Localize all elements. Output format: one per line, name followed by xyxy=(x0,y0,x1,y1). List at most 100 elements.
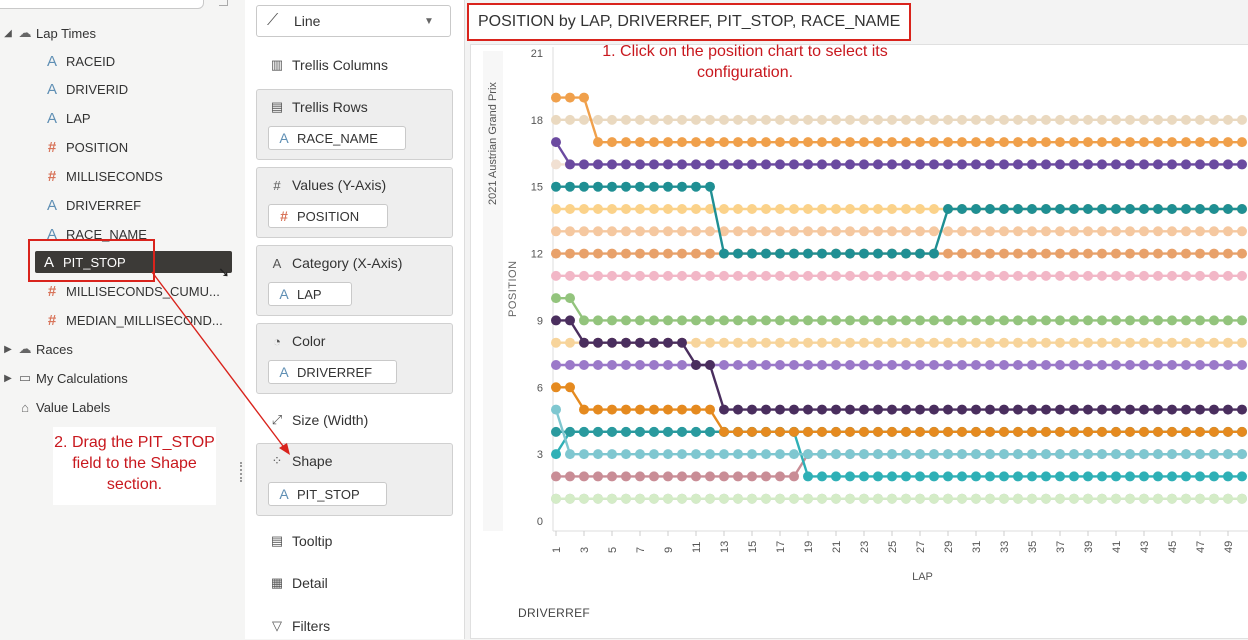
lap-pill[interactable]: A LAP xyxy=(268,282,352,306)
tree-node-my-calculations[interactable]: ▶ ▭ My Calculations xyxy=(2,367,128,389)
data-point xyxy=(1027,315,1037,326)
data-point xyxy=(1139,137,1149,148)
tooltip-section[interactable]: ▤ Tooltip xyxy=(268,530,333,552)
detail-section[interactable]: ▦ Detail xyxy=(268,572,328,594)
data-point xyxy=(691,493,701,504)
data-point xyxy=(747,137,757,148)
data-point xyxy=(1069,337,1079,348)
data-point xyxy=(719,426,729,437)
panel-resize-grip[interactable] xyxy=(240,462,246,482)
data-point xyxy=(1083,114,1093,125)
data-point xyxy=(999,449,1009,460)
data-point xyxy=(943,493,953,504)
panel-corner-handle[interactable] xyxy=(219,0,228,6)
data-point xyxy=(1237,404,1247,415)
race-name-pill[interactable]: A RACE_NAME xyxy=(268,126,406,150)
data-point xyxy=(957,337,967,348)
category-x-axis-section[interactable]: A Category (X-Axis) A LAP xyxy=(256,245,453,316)
data-point xyxy=(845,315,855,326)
data-point xyxy=(775,137,785,148)
field-raceid[interactable]: A RACEID xyxy=(44,50,115,72)
data-point xyxy=(845,493,855,504)
trellis-columns-section[interactable]: ▥ Trellis Columns xyxy=(268,54,388,76)
data-point xyxy=(1125,426,1135,437)
data-point xyxy=(831,404,841,415)
data-point xyxy=(1223,204,1233,214)
data-point xyxy=(901,270,911,281)
position-line-chart[interactable]: 2021 Austrian Grand PrixPOSITION03691215… xyxy=(471,45,1248,640)
data-point xyxy=(929,248,939,259)
collapsed-arrow-icon[interactable]: ▶ xyxy=(4,372,12,384)
data-point xyxy=(873,471,883,482)
field-milliseconds-cumu[interactable]: # MILLISECONDS_CUMU... xyxy=(44,280,220,302)
data-point xyxy=(747,270,757,281)
field-driverref[interactable]: A DRIVERREF xyxy=(44,194,141,216)
field-milliseconds[interactable]: # MILLISECONDS xyxy=(44,165,163,187)
data-point xyxy=(1097,137,1107,148)
data-point xyxy=(705,181,715,192)
data-point xyxy=(1069,426,1079,437)
expanded-arrow-icon[interactable]: ◢ xyxy=(4,27,12,39)
data-point xyxy=(565,315,575,326)
data-point xyxy=(705,248,715,259)
viz-type-select[interactable]: ⟋ Line ▼ xyxy=(256,5,451,37)
data-point xyxy=(859,248,869,259)
data-point xyxy=(1139,471,1149,482)
data-point xyxy=(593,159,603,170)
x-tick-label: 27 xyxy=(915,541,927,553)
data-point xyxy=(999,426,1009,437)
data-point xyxy=(565,270,575,281)
data-point xyxy=(593,270,603,281)
data-point xyxy=(747,426,757,437)
data-point xyxy=(621,449,631,460)
data-point xyxy=(845,114,855,125)
data-point xyxy=(635,404,645,415)
data-point xyxy=(1027,137,1037,148)
data-point xyxy=(579,159,589,170)
data-point xyxy=(1153,315,1163,326)
collapsed-arrow-icon[interactable]: ▶ xyxy=(4,343,12,355)
chevron-down-icon[interactable]: ▼ xyxy=(424,15,434,27)
data-point xyxy=(1209,337,1219,348)
data-point xyxy=(621,426,631,437)
tree-node-races[interactable]: ▶ ☁ Races xyxy=(2,338,73,360)
data-point xyxy=(607,226,617,237)
pit-stop-pill[interactable]: A PIT_STOP xyxy=(268,482,387,506)
data-point xyxy=(1013,426,1023,437)
search-input[interactable] xyxy=(0,0,204,9)
data-point xyxy=(663,114,673,125)
field-position[interactable]: # POSITION xyxy=(44,136,128,158)
data-point xyxy=(1027,248,1037,259)
data-point xyxy=(775,270,785,281)
data-point xyxy=(621,114,631,125)
field-lap[interactable]: A LAP xyxy=(44,107,91,129)
data-point xyxy=(1139,449,1149,460)
data-point xyxy=(649,426,659,437)
data-point xyxy=(691,337,701,348)
trellis-rows-section[interactable]: ▤ Trellis Rows A RACE_NAME xyxy=(256,89,453,160)
data-point xyxy=(845,137,855,148)
shape-section[interactable]: ⁘ Shape A PIT_STOP xyxy=(256,443,453,516)
data-point xyxy=(873,270,883,281)
size-width-section[interactable]: ⤢ Size (Width) xyxy=(268,409,368,431)
x-tick-label: 23 xyxy=(859,541,871,553)
filters-section[interactable]: ▽ Filters xyxy=(268,615,330,637)
field-pit-stop-selected[interactable]: A PIT_STOP xyxy=(35,251,232,273)
driverref-pill[interactable]: A DRIVERREF xyxy=(268,360,397,384)
field-driverid[interactable]: A DRIVERID xyxy=(44,78,128,100)
chart-title[interactable]: POSITION by LAP, DRIVERREF, PIT_STOP, RA… xyxy=(467,3,911,41)
position-pill[interactable]: # POSITION xyxy=(268,204,388,228)
data-point xyxy=(677,248,687,259)
data-point xyxy=(1209,270,1219,281)
tree-node-value-labels[interactable]: ⌂ Value Labels xyxy=(2,396,110,418)
chart-frame[interactable]: 2021 Austrian Grand Prix POSITION 0 3 6 9 12 15… xyxy=(470,44,1248,639)
color-section[interactable]: ◔ Color A DRIVERREF xyxy=(256,323,453,394)
values-y-axis-section[interactable]: # Values (Y-Axis) # POSITION xyxy=(256,167,453,238)
tree-node-lap-times[interactable]: ◢ ☁ Lap Times xyxy=(2,22,96,44)
data-point xyxy=(677,404,687,415)
field-race-name[interactable]: A RACE_NAME xyxy=(44,223,147,245)
data-point xyxy=(733,471,743,482)
field-median-milliseconds[interactable]: # MEDIAN_MILLISECOND... xyxy=(44,309,223,331)
data-point xyxy=(1027,471,1037,482)
data-point xyxy=(705,449,715,460)
